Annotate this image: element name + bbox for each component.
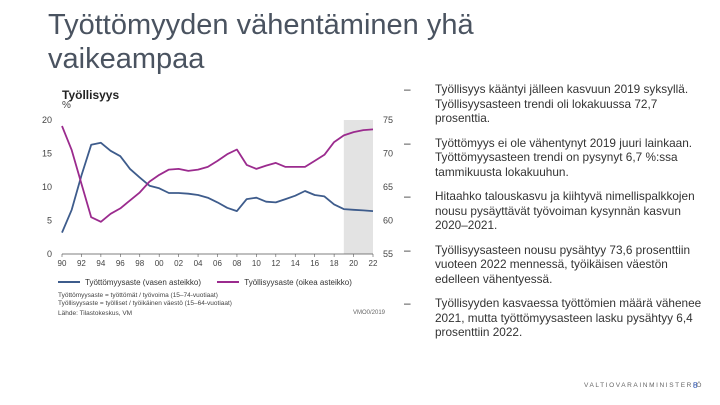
x-axis-tick-label: 16: [310, 259, 319, 268]
bullet-dash: –: [404, 242, 411, 257]
right-axis-tick-label: 60: [383, 216, 393, 226]
bullet-text: Työttömyys ei ole vähentynyt 2019 juuri …: [435, 135, 693, 179]
x-axis-tick-label: 92: [77, 259, 86, 268]
employment-rate-line: [61, 125, 374, 223]
legend-label-employment: Työllisyysaste (oikea asteikko): [244, 277, 352, 287]
left-axis-tick-label: 0: [47, 249, 52, 259]
left-axis-tick-label: 20: [42, 115, 52, 125]
forecast-area: [343, 120, 373, 254]
bullet-text: Työllisyys kääntyi jälleen kasvuun 2019 …: [435, 82, 689, 125]
chart-notes: Työttömyysaste = työttömät / työvoima (1…: [58, 292, 232, 308]
x-axis-tick-label: 10: [252, 259, 261, 268]
legend-label-unemployment: Työttömyysaste (vasen asteikko): [85, 277, 202, 287]
bullet-dash: –: [404, 296, 411, 310]
x-axis-tick-label: 96: [116, 259, 125, 268]
chart-unit-label: %: [62, 100, 71, 111]
bullet-item: – Työttömyys ei ole vähentynyt 2019 juur…: [404, 136, 714, 180]
x-axis-tick-label: 98: [135, 259, 144, 268]
bullet-item: – Hitaahko talouskasvu ja kiihtyvä nimel…: [404, 189, 714, 233]
employment-chart: 0 5 10 15 20 55 60 65 70 75 90 92 94 96 98 00 02 04 06 08 10…: [42, 115, 393, 268]
right-axis-tick-label: 70: [383, 149, 393, 159]
x-axis-tick-label: 22: [369, 259, 378, 268]
bullet-dash: –: [404, 82, 411, 96]
chart-code: VMO0/2019: [353, 310, 386, 316]
bullet-list: – Työllisyys kääntyi jälleen kasvuun 201…: [404, 82, 714, 350]
bullet-dash: –: [404, 189, 411, 203]
legend-item-employment: Työllisyysaste (oikea asteikko): [217, 278, 352, 287]
bullet-item: – Työllisyysasteen nousu pysähtyy 73,6 p…: [404, 243, 714, 287]
x-axis-tick-label: 00: [155, 259, 164, 268]
left-axis-tick-label: 15: [42, 149, 52, 159]
legend-swatch-employment: [217, 281, 240, 283]
chart-note-employment: Työllisyysaste = työlliset / työikäinen …: [58, 300, 232, 307]
slide-title: Työttömyyden vähentäminen yhä vaikeampaa: [48, 9, 474, 75]
chart-source: Lähde: Tilastokeskus, VM: [58, 310, 133, 317]
x-axis-tick-label: 14: [291, 259, 300, 268]
x-axis-tick-label: 04: [194, 259, 203, 268]
x-axis-tick-label: 18: [330, 259, 339, 268]
bullet-item: – Työllisyys kääntyi jälleen kasvuun 201…: [404, 82, 714, 126]
left-axis-tick-label: 10: [42, 182, 52, 192]
bullet-dash: –: [404, 135, 411, 150]
chart-title: Työllisyys: [62, 88, 120, 102]
legend-swatch-unemployment: [58, 281, 80, 283]
page-number: 8: [693, 381, 698, 390]
ministry-logo: VALTIOVARAINMINISTERIÖ: [584, 382, 703, 389]
bullet-text: Työllisyysasteen nousu pysähtyy 73,6 pro…: [435, 242, 691, 286]
x-axis-tick-label: 02: [174, 259, 183, 268]
right-axis-tick-label: 55: [383, 249, 393, 259]
chart-legend: Työttömyysaste (vasen asteikko) Työllisy…: [58, 276, 366, 287]
x-axis-tick-label: 06: [213, 259, 222, 268]
x-axis-tick-label: 12: [271, 259, 280, 268]
right-axis-tick-label: 65: [383, 182, 393, 192]
legend-item-unemployment: Työttömyysaste (vasen asteikko): [58, 278, 201, 287]
x-axis-tick-label: 94: [96, 259, 105, 268]
x-axis-tick-label: 08: [232, 259, 241, 268]
bullet-text: Työllisyyden kasvaessa työttömien määrä …: [435, 296, 702, 339]
bullet-text: Hitaahko talouskasvu ja kiihtyvä nimelli…: [435, 189, 695, 232]
right-axis-tick-label: 75: [383, 115, 393, 125]
unemployment-rate-line: [61, 141, 374, 233]
bullet-item: – Työllisyyden kasvaessa työttömien määr…: [404, 296, 714, 340]
chart-note-unemployment: Työttömyysaste = työttömät / työvoima (1…: [58, 292, 218, 299]
left-axis-tick-label: 5: [47, 216, 52, 226]
x-axis-tick-label: 90: [58, 259, 67, 268]
x-axis-tick-label: 20: [349, 259, 358, 268]
